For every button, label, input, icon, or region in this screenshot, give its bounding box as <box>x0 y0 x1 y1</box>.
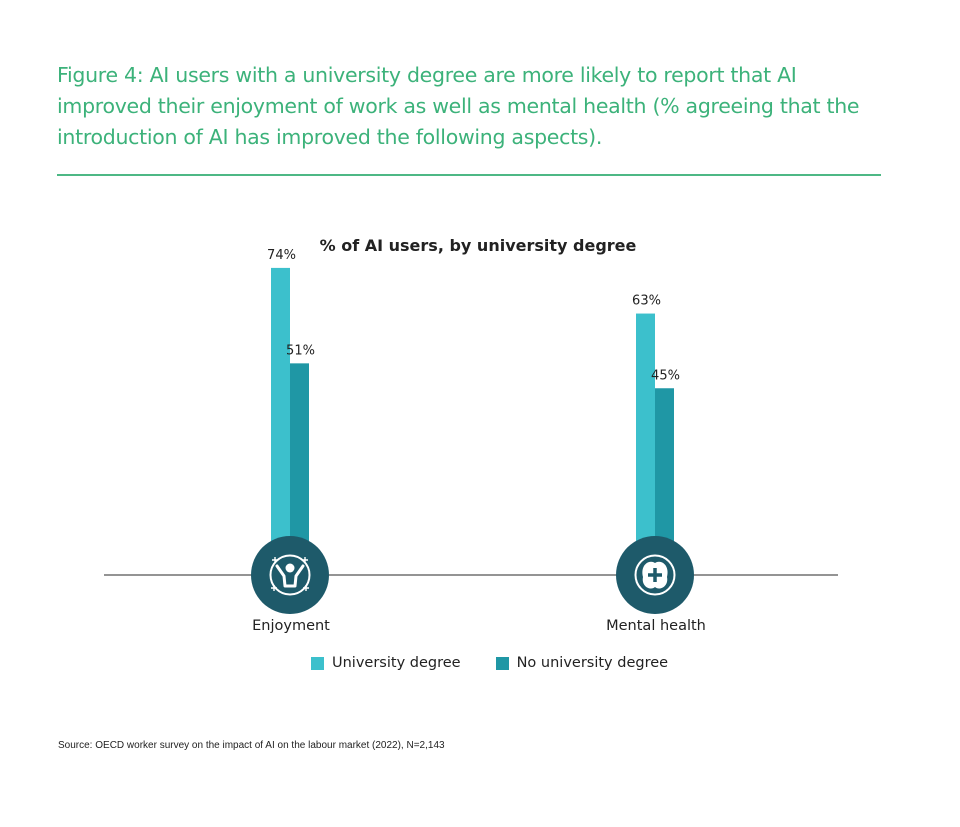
brain-plus-icon <box>616 536 694 614</box>
happy-person-icon <box>251 536 329 614</box>
legend-item-university: University degree <box>311 655 461 671</box>
legend-swatch-university <box>311 656 324 670</box>
title-divider <box>57 174 881 176</box>
legend-label-no-university: No university degree <box>516 655 669 671</box>
data-label-enjoyment-no-university: 51% <box>286 343 315 358</box>
legend-swatch-no-university <box>495 656 509 670</box>
chart-title: % of AI users, by university degree <box>320 236 637 255</box>
legend-item-no-university: No university degree <box>495 655 669 671</box>
source-note: Source: OECD worker survey on the impact… <box>58 740 445 751</box>
bar-mental-health-no-university <box>655 388 674 575</box>
category-label-mental-health: Mental health <box>606 618 706 634</box>
legend: University degree No university degree <box>311 655 703 671</box>
data-label-enjoyment-university: 74% <box>267 248 296 263</box>
icons-layer <box>251 536 694 614</box>
category-label-enjoyment: Enjoyment <box>252 618 330 634</box>
legend-label-university: University degree <box>332 655 461 671</box>
bars-layer: 74% 51% 63% 45% <box>267 248 680 575</box>
figure-title: Figure 4: AI users with a university deg… <box>57 63 860 149</box>
data-label-mental-health-no-university: 45% <box>651 368 680 383</box>
bar-enjoyment-university <box>271 267 290 575</box>
category-labels: Enjoyment Mental health <box>252 618 706 634</box>
data-label-mental-health-university: 63% <box>632 294 661 309</box>
bar-enjoyment-no-university <box>290 363 309 575</box>
bar-mental-health-university <box>636 313 655 575</box>
